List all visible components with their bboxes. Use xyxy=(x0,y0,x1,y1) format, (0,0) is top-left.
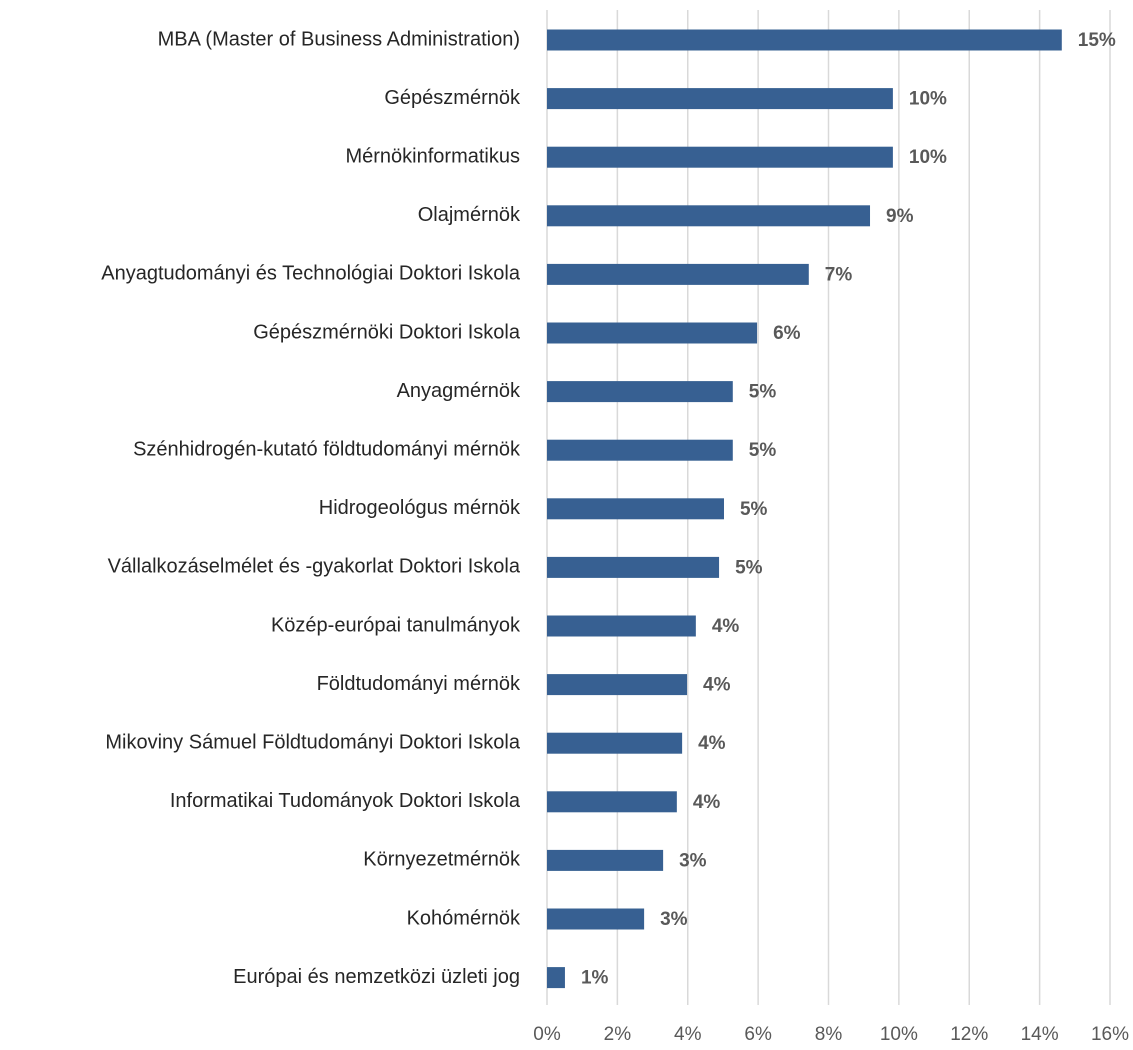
category-label: Közép-európai tanulmányok xyxy=(271,614,521,636)
category-label: Mikoviny Sámuel Földtudományi Doktori Is… xyxy=(105,731,520,753)
category-label: Hidrogeológus mérnök xyxy=(319,497,521,519)
bar xyxy=(547,263,809,285)
bar xyxy=(547,615,696,637)
category-label: Környezetmérnök xyxy=(363,849,521,871)
data-label: 5% xyxy=(740,499,768,520)
data-label: 1% xyxy=(581,968,609,989)
data-label: 10% xyxy=(909,89,947,110)
bar xyxy=(547,674,688,696)
data-label: 7% xyxy=(825,264,853,285)
x-tick-label: 10% xyxy=(880,1024,918,1045)
x-tick-label: 14% xyxy=(1021,1024,1059,1045)
category-label: Anyagtudományi és Technológiai Doktori I… xyxy=(101,263,521,285)
x-tick-label: 16% xyxy=(1091,1024,1129,1045)
bar xyxy=(547,29,1062,51)
bar xyxy=(547,498,724,520)
bar xyxy=(547,849,664,871)
category-label: Gépészmérnök xyxy=(384,87,521,109)
category-label: Anyagmérnök xyxy=(397,380,521,402)
category-label: Mérnökinformatikus xyxy=(345,145,520,167)
bar xyxy=(547,381,733,403)
x-tick-label: 12% xyxy=(950,1024,988,1045)
data-label: 9% xyxy=(886,206,914,227)
bar xyxy=(547,556,720,578)
bar xyxy=(547,791,677,813)
x-tick-label: 0% xyxy=(533,1024,561,1045)
bar xyxy=(547,439,733,461)
category-label: Európai és nemzetközi üzleti jog xyxy=(233,966,520,988)
x-tick-label: 4% xyxy=(674,1024,702,1045)
category-label: Szénhidrogén-kutató földtudományi mérnök xyxy=(133,438,521,460)
category-label: Kohómérnök xyxy=(407,907,521,929)
data-label: 4% xyxy=(693,792,721,813)
data-label: 6% xyxy=(773,323,801,344)
bar xyxy=(547,967,565,989)
data-label: 5% xyxy=(749,382,777,403)
data-label: 4% xyxy=(698,733,726,754)
data-label: 10% xyxy=(909,147,947,168)
data-label: 4% xyxy=(703,675,731,696)
category-label: Gépészmérnöki Doktori Iskola xyxy=(253,321,521,343)
category-label: Olajmérnök xyxy=(418,204,521,226)
category-label: MBA (Master of Business Administration) xyxy=(158,28,520,50)
data-label: 5% xyxy=(749,440,777,461)
bar xyxy=(547,88,893,110)
category-label: Vállalkozáselmélet és -gyakorlat Doktori… xyxy=(108,556,521,578)
data-label: 4% xyxy=(712,616,740,637)
x-tick-label: 2% xyxy=(604,1024,632,1045)
data-label: 5% xyxy=(735,557,763,578)
bar xyxy=(547,908,645,930)
data-label: 3% xyxy=(660,909,688,930)
x-tick-label: 6% xyxy=(744,1024,772,1045)
category-label: Földtudományi mérnök xyxy=(317,673,521,695)
bar xyxy=(547,732,683,754)
x-tick-label: 8% xyxy=(815,1024,843,1045)
bar xyxy=(547,322,758,344)
category-label: Informatikai Tudományok Doktori Iskola xyxy=(170,790,521,812)
bar xyxy=(547,205,871,227)
data-label: 15% xyxy=(1078,30,1116,51)
data-label: 3% xyxy=(679,850,707,871)
bar xyxy=(547,146,893,168)
